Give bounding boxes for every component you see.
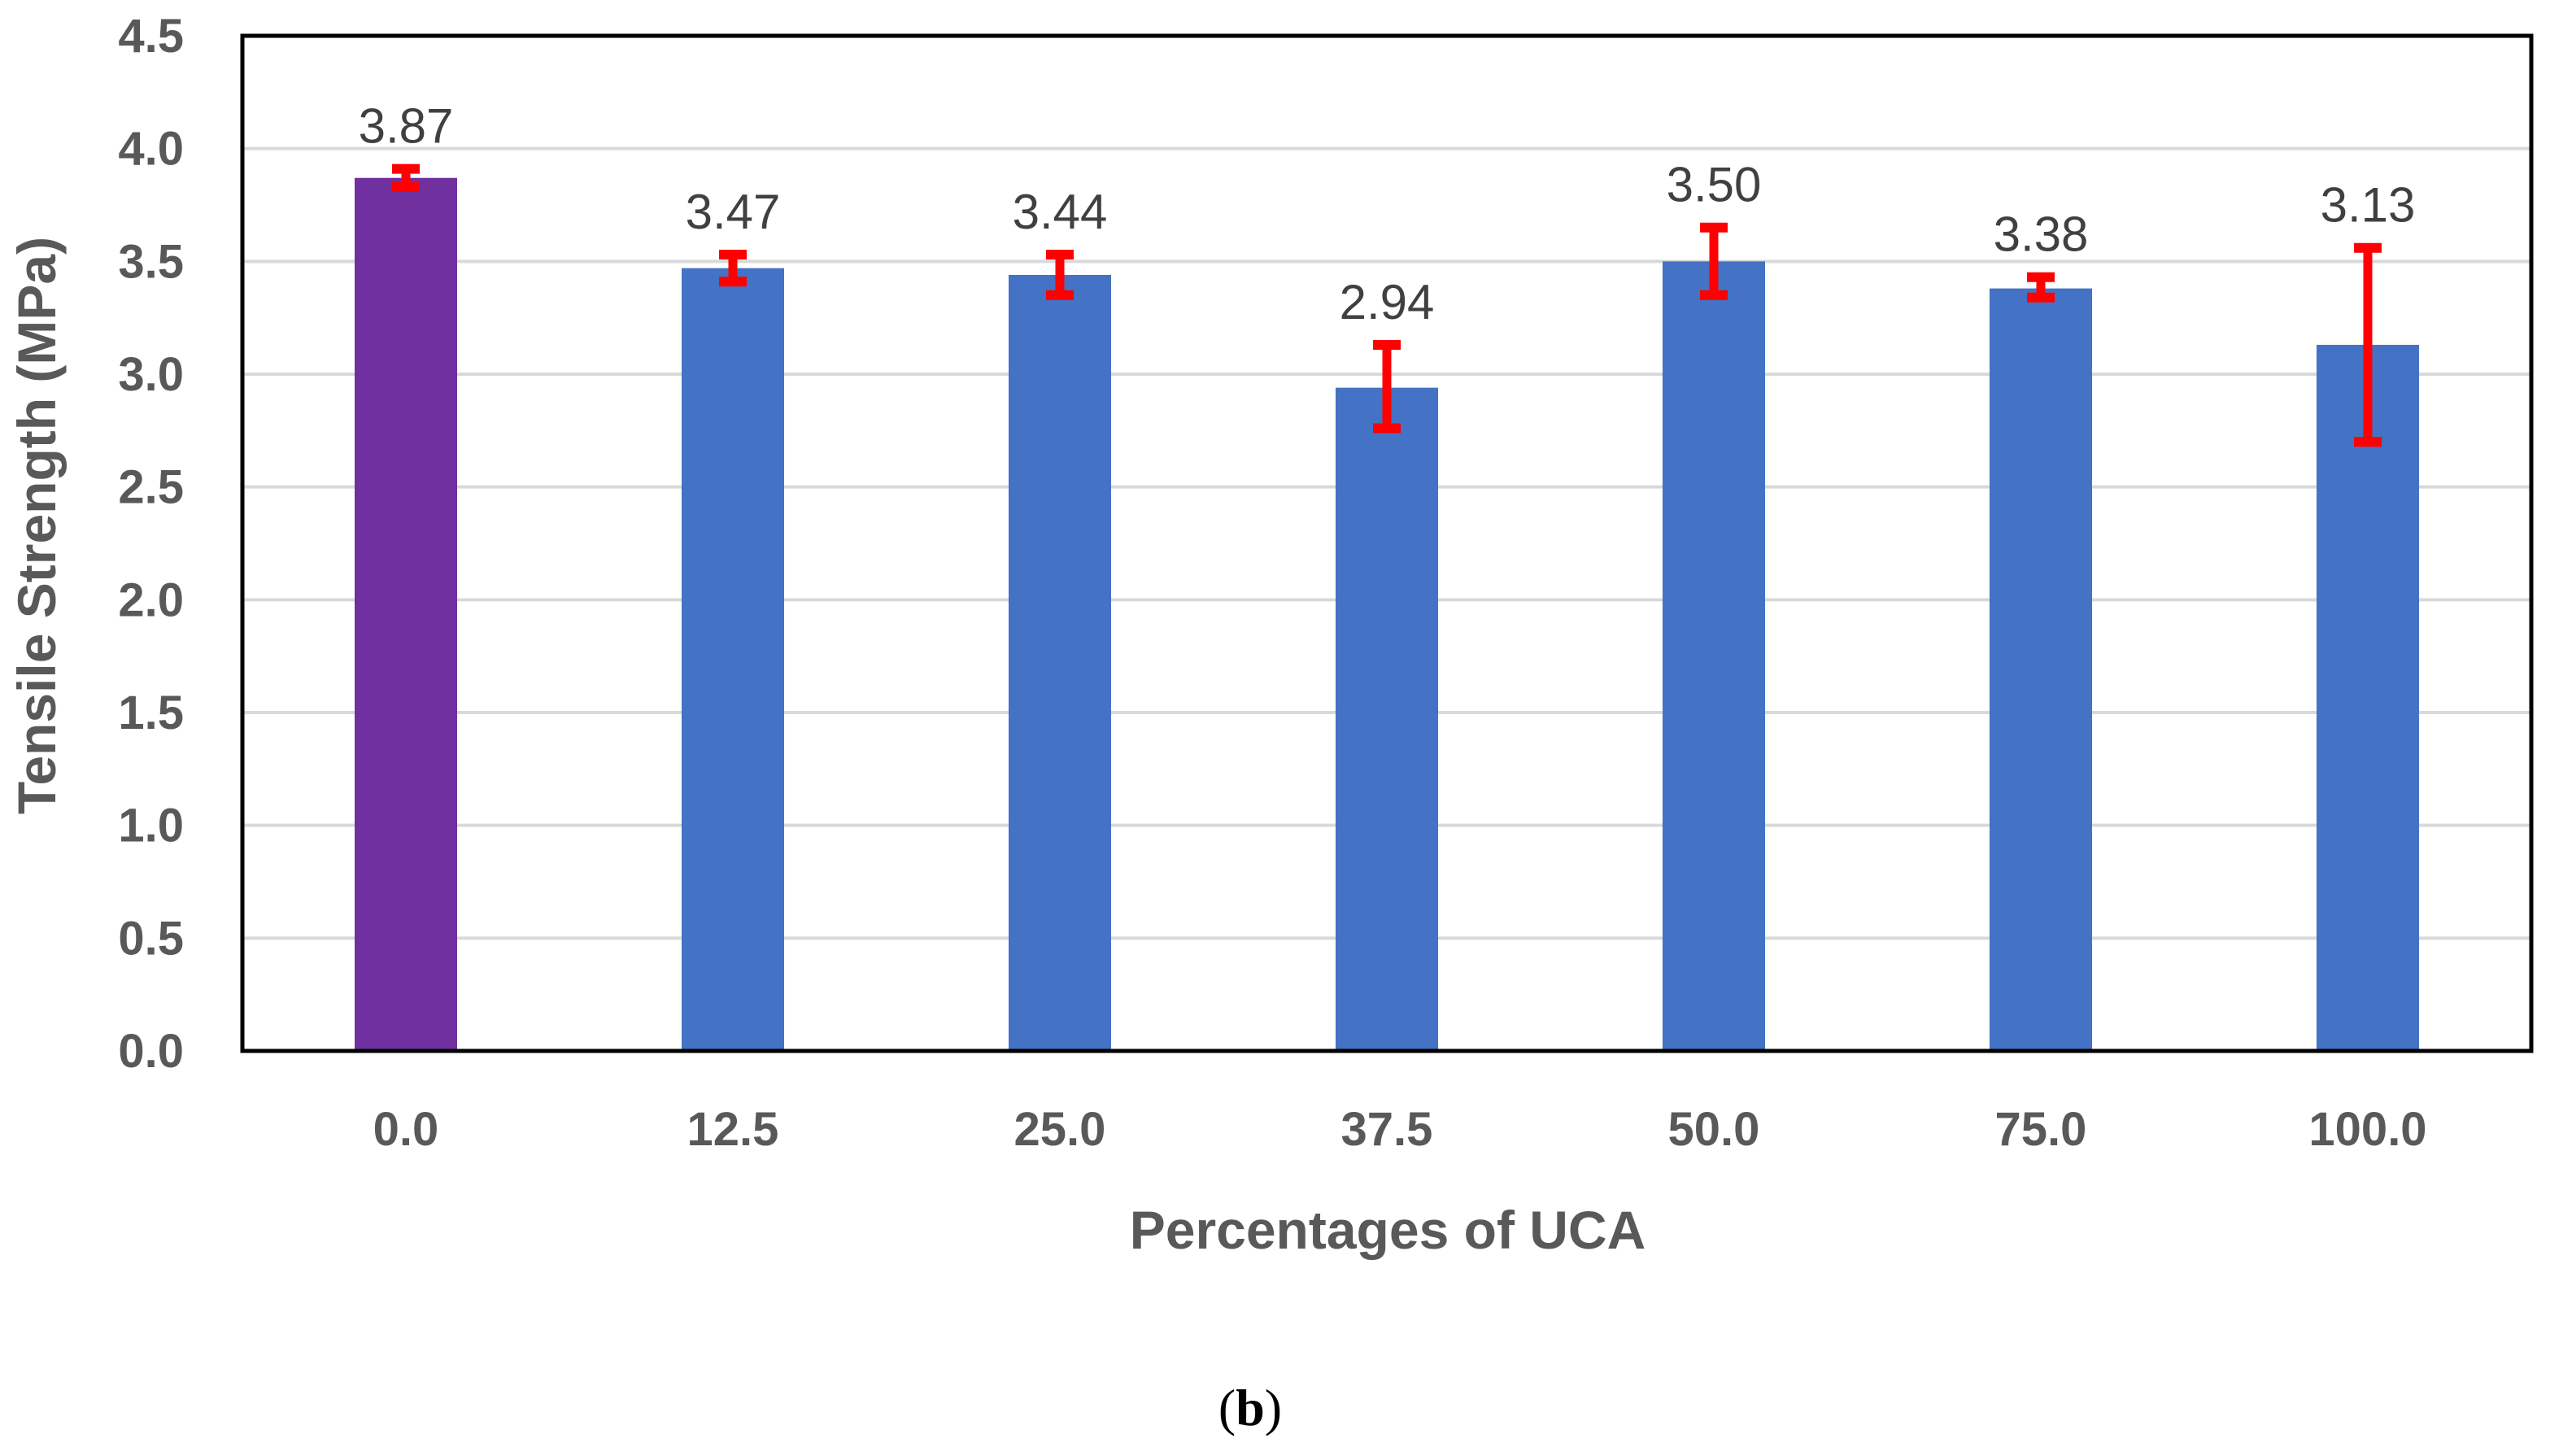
bar bbox=[682, 268, 784, 1051]
data-label: 3.44 bbox=[1013, 185, 1108, 239]
y-tick-label: 4.0 bbox=[118, 123, 184, 176]
data-label: 3.87 bbox=[359, 99, 454, 154]
data-labels: 3.87 3.47 3.44 2.94 3.50 3.38 3.13 bbox=[359, 99, 2416, 329]
bars bbox=[355, 177, 2419, 1052]
y-tick-label: 2.5 bbox=[118, 461, 184, 514]
data-label: 3.38 bbox=[1994, 207, 2089, 262]
panel-label-letter: b bbox=[1236, 1379, 1265, 1436]
error-bars bbox=[392, 163, 2382, 447]
plot-frame bbox=[240, 33, 2534, 1053]
y-tick-label: 3.0 bbox=[118, 348, 184, 401]
bar bbox=[1663, 261, 1765, 1051]
panel-label-close: ) bbox=[1265, 1379, 1282, 1436]
data-label: 3.47 bbox=[686, 185, 781, 239]
x-tick-label: 100.0 bbox=[2308, 1103, 2426, 1156]
x-tick-label: 12.5 bbox=[687, 1103, 779, 1156]
bar bbox=[355, 177, 457, 1052]
y-tick-label: 1.0 bbox=[118, 800, 184, 852]
y-axis-title: Tensile Strength (MPa) bbox=[7, 237, 67, 814]
bar bbox=[1990, 288, 2092, 1051]
x-tick-label: 75.0 bbox=[1995, 1103, 2087, 1156]
y-tick-label: 2.0 bbox=[118, 573, 184, 626]
x-tick-label: 50.0 bbox=[1668, 1103, 1760, 1156]
y-tick-label: 1.5 bbox=[118, 687, 184, 739]
y-tick-label: 4.5 bbox=[118, 10, 184, 63]
x-tick-label: 0.0 bbox=[373, 1103, 439, 1156]
panel-label-open: ( bbox=[1218, 1379, 1236, 1436]
data-label: 3.13 bbox=[2321, 178, 2416, 233]
bar bbox=[2317, 344, 2419, 1051]
bar bbox=[1336, 387, 1438, 1051]
panel-label: (b) bbox=[1218, 1379, 1282, 1436]
x-tick-label: 37.5 bbox=[1341, 1103, 1433, 1156]
y-tick-label: 3.5 bbox=[118, 235, 184, 288]
x-tick-label: 25.0 bbox=[1014, 1103, 1106, 1156]
y-tick-label: 0.0 bbox=[118, 1025, 184, 1078]
data-label: 3.50 bbox=[1667, 158, 1762, 212]
data-label: 2.94 bbox=[1340, 275, 1435, 329]
y-tick-label: 0.5 bbox=[118, 912, 184, 965]
bar bbox=[1009, 274, 1111, 1051]
axes: 0.0 0.5 1.0 1.5 2.0 2.5 3.0 3.5 4.0 4.5 0.0 12.5 25.… bbox=[118, 10, 2534, 1156]
x-axis-title: Percentages of UCA bbox=[1130, 1200, 1646, 1260]
